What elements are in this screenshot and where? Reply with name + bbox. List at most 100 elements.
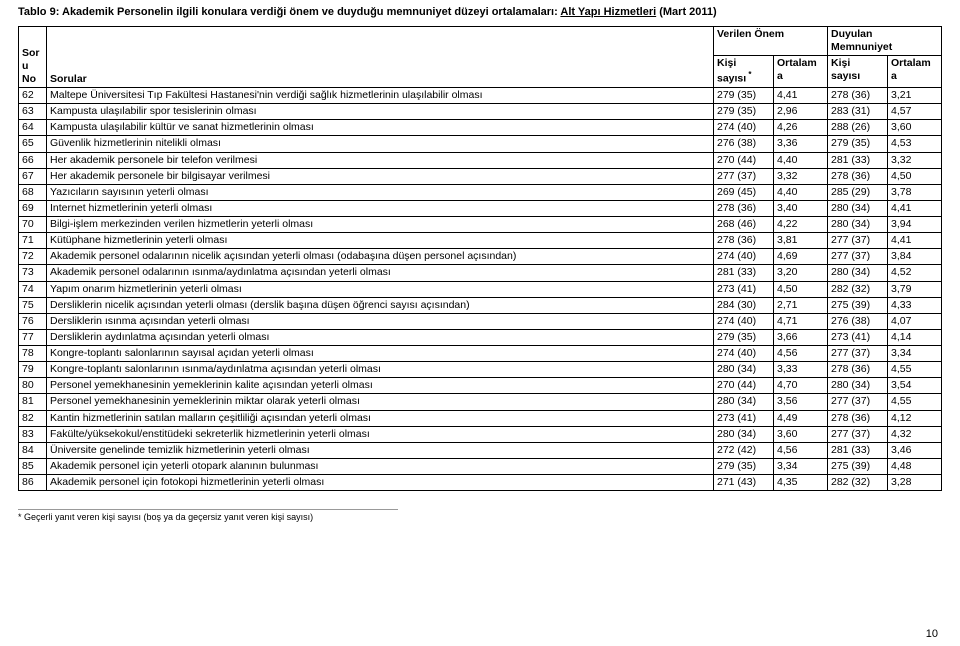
table-row: 85Akademik personel için yeterli otopark… (19, 458, 942, 474)
table-row: 70Bilgi-işlem merkezinden verilen hizmet… (19, 217, 942, 233)
cell-k1: 273 (41) (713, 410, 773, 426)
cell-o1: 4,40 (773, 184, 827, 200)
cell-no: 76 (19, 313, 47, 329)
cell-no: 86 (19, 475, 47, 491)
header-ortalama-2: Ortalam a (887, 56, 941, 88)
cell-k1: 269 (45) (713, 184, 773, 200)
cell-k2: 277 (37) (827, 249, 887, 265)
table-row: 86Akademik personel için fotokopi hizmet… (19, 475, 942, 491)
table-row: 77Dersliklerin aydınlatma açısından yete… (19, 329, 942, 345)
cell-question: Kongre-toplantı salonlarının sayısal açı… (47, 346, 714, 362)
cell-question: Personel yemekhanesinin yemeklerinin kal… (47, 378, 714, 394)
table-row: 68Yazıcıların sayısının yeterli olması26… (19, 184, 942, 200)
cell-k2: 276 (38) (827, 313, 887, 329)
cell-k2: 277 (37) (827, 233, 887, 249)
table-row: 69Internet hizmetlerinin yeterli olması2… (19, 200, 942, 216)
header-ortalama-1: Ortalam a (773, 56, 827, 88)
cell-k1: 270 (44) (713, 152, 773, 168)
cell-question: Her akademik personele bir telefon veril… (47, 152, 714, 168)
cell-o2: 3,21 (887, 88, 941, 104)
cell-question: Yapım onarım hizmetlerinin yeterli olmas… (47, 281, 714, 297)
cell-o2: 4,12 (887, 410, 941, 426)
cell-no: 69 (19, 200, 47, 216)
cell-k1: 268 (46) (713, 217, 773, 233)
cell-k1: 274 (40) (713, 346, 773, 362)
cell-o2: 4,33 (887, 297, 941, 313)
cell-o1: 4,71 (773, 313, 827, 329)
cell-o2: 4,55 (887, 362, 941, 378)
cell-o1: 3,81 (773, 233, 827, 249)
cell-question: Bilgi-işlem merkezinden verilen hizmetle… (47, 217, 714, 233)
cell-k1: 279 (35) (713, 88, 773, 104)
cell-o1: 3,34 (773, 458, 827, 474)
cell-k1: 274 (40) (713, 249, 773, 265)
table-row: 72Akademik personel odalarının nicelik a… (19, 249, 942, 265)
cell-question: Internet hizmetlerinin yeterli olması (47, 200, 714, 216)
cell-k2: 277 (37) (827, 426, 887, 442)
cell-question: Kantin hizmetlerinin satılan malların çe… (47, 410, 714, 426)
cell-no: 83 (19, 426, 47, 442)
cell-question: Kampusta ulaşılabilir spor tesislerinin … (47, 104, 714, 120)
cell-o2: 4,50 (887, 168, 941, 184)
title-suffix: (Mart 2011) (656, 6, 717, 18)
data-table: Sor u No Sorular Verilen Önem Duyulan Me… (18, 26, 942, 491)
cell-o1: 4,70 (773, 378, 827, 394)
cell-o2: 4,14 (887, 329, 941, 345)
table-title: Tablo 9: Akademik Personelin ilgili konu… (18, 6, 942, 18)
cell-question: Personel yemekhanesinin yemeklerinin mik… (47, 394, 714, 410)
table-header: Sor u No Sorular Verilen Önem Duyulan Me… (19, 27, 942, 88)
cell-o1: 3,33 (773, 362, 827, 378)
cell-no: 79 (19, 362, 47, 378)
table-row: 78Kongre-toplantı salonlarının sayısal a… (19, 346, 942, 362)
cell-no: 66 (19, 152, 47, 168)
cell-k2: 283 (31) (827, 104, 887, 120)
cell-k2: 275 (39) (827, 297, 887, 313)
cell-o1: 4,22 (773, 217, 827, 233)
header-sorular: Sorular (47, 27, 714, 88)
title-underline: Alt Yapı Hizmetleri (560, 6, 656, 18)
cell-o1: 4,56 (773, 442, 827, 458)
cell-o1: 2,71 (773, 297, 827, 313)
cell-no: 74 (19, 281, 47, 297)
cell-question: Kütüphane hizmetlerinin yeterli olması (47, 233, 714, 249)
header-soru-no: Sor u No (19, 27, 47, 88)
cell-o1: 4,26 (773, 120, 827, 136)
cell-no: 65 (19, 136, 47, 152)
table-row: 66Her akademik personele bir telefon ver… (19, 152, 942, 168)
cell-question: Akademik personel odalarının ısınma/aydı… (47, 265, 714, 281)
cell-k2: 280 (34) (827, 378, 887, 394)
cell-question: Fakülte/yüksekokul/enstitüdeki sekreterl… (47, 426, 714, 442)
cell-o1: 4,50 (773, 281, 827, 297)
header-star: * (746, 70, 751, 79)
cell-o2: 3,34 (887, 346, 941, 362)
cell-no: 72 (19, 249, 47, 265)
cell-k1: 278 (36) (713, 200, 773, 216)
cell-k2: 285 (29) (827, 184, 887, 200)
cell-question: Güvenlik hizmetlerinin nitelikli olması (47, 136, 714, 152)
cell-question: Maltepe Üniversitesi Tıp Fakültesi Hasta… (47, 88, 714, 104)
header-verilen-onem: Verilen Önem (713, 27, 827, 56)
cell-k1: 279 (35) (713, 329, 773, 345)
table-row: 82Kantin hizmetlerinin satılan malların … (19, 410, 942, 426)
cell-o1: 4,49 (773, 410, 827, 426)
table-row: 79Kongre-toplantı salonlarının ısınma/ay… (19, 362, 942, 378)
cell-no: 80 (19, 378, 47, 394)
cell-k1: 273 (41) (713, 281, 773, 297)
table-row: 67Her akademik personele bir bilgisayar … (19, 168, 942, 184)
cell-o2: 3,54 (887, 378, 941, 394)
cell-o2: 3,84 (887, 249, 941, 265)
cell-k1: 270 (44) (713, 378, 773, 394)
table-row: 84Üniversite genelinde temizlik hizmetle… (19, 442, 942, 458)
cell-o1: 4,40 (773, 152, 827, 168)
header-kisi-sayisi-2: Kişi sayısı (827, 56, 887, 88)
cell-k1: 279 (35) (713, 458, 773, 474)
cell-k1: 280 (34) (713, 394, 773, 410)
table-row: 65Güvenlik hizmetlerinin nitelikli olmas… (19, 136, 942, 152)
table-row: 83Fakülte/yüksekokul/enstitüdeki sekrete… (19, 426, 942, 442)
cell-k2: 288 (26) (827, 120, 887, 136)
cell-k2: 277 (37) (827, 394, 887, 410)
cell-o2: 4,53 (887, 136, 941, 152)
cell-o1: 3,36 (773, 136, 827, 152)
cell-o2: 3,79 (887, 281, 941, 297)
cell-o2: 4,55 (887, 394, 941, 410)
